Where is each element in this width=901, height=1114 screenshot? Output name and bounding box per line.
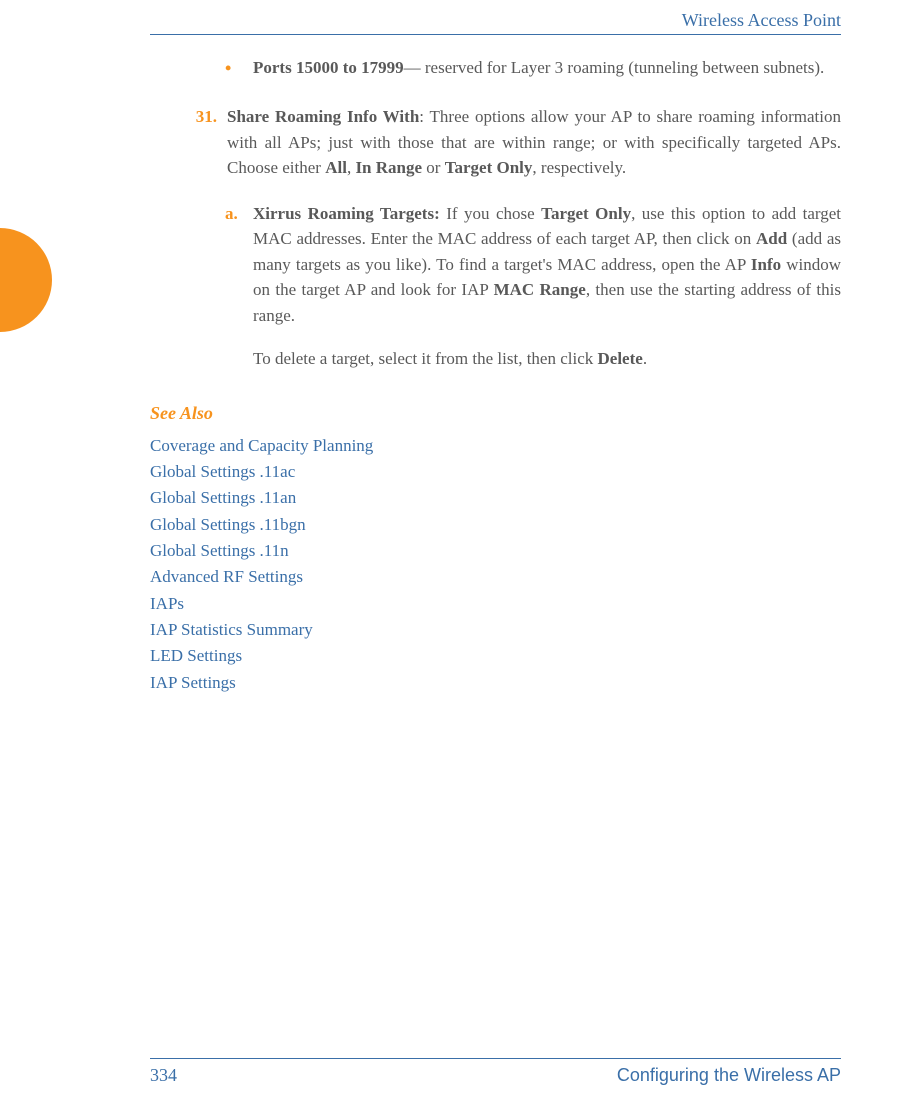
itema-t1: If you chose	[440, 204, 541, 223]
see-also-link[interactable]: LED Settings	[150, 643, 841, 669]
bullet-rest: — reserved for Layer 3 roaming (tunnelin…	[404, 58, 825, 77]
header-rule	[150, 34, 841, 35]
item31-text: Share Roaming Info With: Three options a…	[225, 104, 841, 181]
delete-paragraph: To delete a target, select it from the l…	[150, 346, 841, 372]
item31-target: Target Only	[445, 158, 533, 177]
page-number: 334	[150, 1065, 177, 1086]
footer-section-title: Configuring the Wireless AP	[617, 1065, 841, 1086]
see-also-link[interactable]: Global Settings .11bgn	[150, 512, 841, 538]
lettered-item-a: a. Xirrus Roaming Targets: If you chose …	[150, 201, 841, 329]
see-also-link[interactable]: Advanced RF Settings	[150, 564, 841, 590]
page-header: Wireless Access Point	[150, 10, 901, 35]
see-also-link[interactable]: IAP Statistics Summary	[150, 617, 841, 643]
item31-inrange: In Range	[355, 158, 422, 177]
bullet-bold: Ports 15000 to 17999	[253, 58, 404, 77]
bullet-marker: •	[225, 55, 253, 82]
item31-label: Share Roaming Info With	[227, 107, 419, 126]
bullet-text: Ports 15000 to 17999— reserved for Layer…	[253, 55, 841, 82]
page-footer: 334 Configuring the Wireless AP	[150, 1058, 841, 1086]
numbered-item-31: 31. Share Roaming Info With: Three optio…	[150, 104, 841, 181]
item31-end: , respectively.	[532, 158, 626, 177]
footer-row: 334 Configuring the Wireless AP	[150, 1065, 841, 1086]
item31-s2: or	[422, 158, 445, 177]
item-a-text: Xirrus Roaming Targets: If you chose Tar…	[253, 201, 841, 329]
header-title: Wireless Access Point	[150, 10, 841, 33]
itema-macrange: MAC Range	[494, 280, 586, 299]
itema-label: Xirrus Roaming Targets:	[253, 204, 440, 223]
del-t1: To delete a target, select it from the l…	[253, 349, 598, 368]
see-also-link[interactable]: Global Settings .11ac	[150, 459, 841, 485]
page-container: Wireless Access Point • Ports 15000 to 1…	[0, 10, 901, 1114]
side-tab-decoration	[0, 228, 52, 332]
item31-all: All	[325, 158, 347, 177]
see-also-link[interactable]: IAPs	[150, 591, 841, 617]
itema-add: Add	[756, 229, 787, 248]
itema-info: Info	[751, 255, 781, 274]
see-also-link[interactable]: Global Settings .11an	[150, 485, 841, 511]
see-also-link[interactable]: IAP Settings	[150, 670, 841, 696]
bullet-item-ports: • Ports 15000 to 17999— reserved for Lay…	[150, 55, 841, 82]
footer-rule	[150, 1058, 841, 1059]
number-31: 31.	[195, 104, 225, 181]
del-bold: Delete	[598, 349, 643, 368]
letter-a: a.	[225, 201, 253, 329]
see-also-link[interactable]: Global Settings .11n	[150, 538, 841, 564]
content-area: • Ports 15000 to 17999— reserved for Lay…	[150, 35, 841, 696]
see-also-link[interactable]: Coverage and Capacity Planning	[150, 433, 841, 459]
del-t2: .	[643, 349, 647, 368]
see-also-heading: See Also	[150, 400, 841, 427]
itema-targetonly: Target Only	[541, 204, 631, 223]
